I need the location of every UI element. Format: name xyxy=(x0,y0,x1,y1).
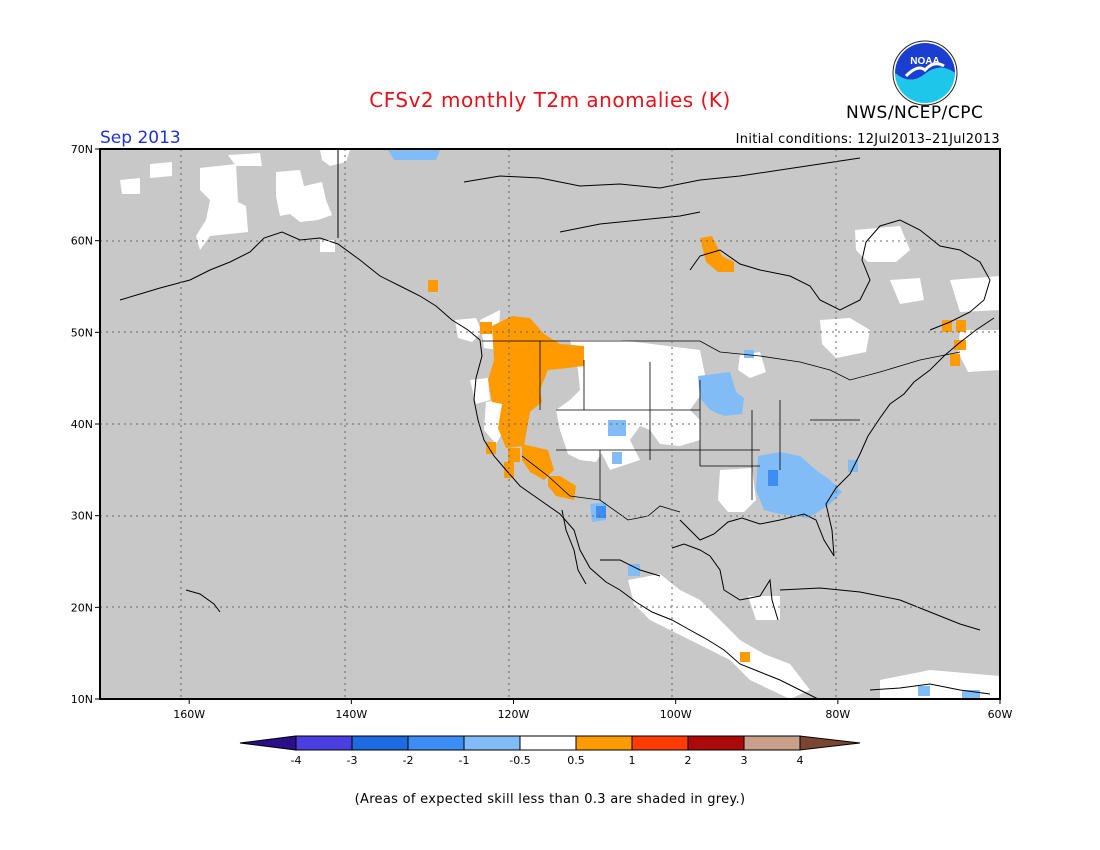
political-borders xyxy=(482,340,961,521)
colorbar-label: -0.5 xyxy=(509,754,530,767)
colorbar-swatch xyxy=(687,735,745,751)
graticule xyxy=(100,149,1000,699)
colorbar-label: 3 xyxy=(741,754,748,767)
colorbar-label: 1 xyxy=(629,754,636,767)
lon-label: 160W xyxy=(173,708,205,721)
lon-label: 60W xyxy=(988,708,1013,721)
colorbar-swatch xyxy=(631,735,689,751)
latitude-axis: 70N 60N 50N 40N 30N 20N 10N xyxy=(71,143,100,706)
lon-label: 120W xyxy=(498,708,530,721)
cool-anomaly-areas-deeper xyxy=(596,470,778,518)
colorbar-arrow-high xyxy=(799,735,861,751)
colorbar-swatch xyxy=(295,735,353,751)
agency-label: NWS/NCEP/CPC xyxy=(846,103,984,123)
colorbar-swatch xyxy=(463,735,521,751)
colorbar-label: -3 xyxy=(347,754,358,767)
colorbar-arrow-low xyxy=(239,735,297,751)
colorbar-swatch xyxy=(351,735,409,751)
lon-label: 80W xyxy=(825,708,850,721)
lat-label: 70N xyxy=(71,143,93,156)
skill-footnote: (Areas of expected skill less than 0.3 a… xyxy=(354,792,746,807)
map-title: CFSv2 monthly T2m anomalies (K) xyxy=(369,88,731,112)
lon-label: 100W xyxy=(660,708,692,721)
colorbar-legend: -4 -3 -2 -1 -0.5 0.5 1 2 3 4 xyxy=(239,735,861,767)
lat-label: 20N xyxy=(71,601,93,614)
colorbar-label: -4 xyxy=(291,754,302,767)
lon-label: 140W xyxy=(335,708,367,721)
lat-label: 40N xyxy=(71,418,93,431)
colorbar-swatch xyxy=(575,735,633,751)
lat-label: 50N xyxy=(71,326,93,339)
lat-label: 60N xyxy=(71,235,93,248)
cool-anomaly-areas xyxy=(388,150,980,699)
colorbar-label: 2 xyxy=(685,754,692,767)
colorbar-label: 0.5 xyxy=(567,754,585,767)
colorbar-swatch xyxy=(519,735,577,751)
forecast-month: Sep 2013 xyxy=(100,128,181,148)
coastlines xyxy=(119,150,995,699)
longitude-axis: 160W 140W 120W 100W 80W 60W xyxy=(173,699,1013,721)
warm-anomaly-areas xyxy=(428,236,966,662)
lat-label: 10N xyxy=(71,693,93,706)
noaa-logo-text: NOAA xyxy=(910,56,939,67)
initial-conditions: Initial conditions: 12Jul2013–21Jul2013 xyxy=(735,132,1000,147)
colorbar-swatch xyxy=(743,735,801,751)
colorbar-swatch xyxy=(407,735,465,751)
colorbar-label: -1 xyxy=(459,754,470,767)
colorbar-label: -2 xyxy=(403,754,414,767)
colorbar-label: 4 xyxy=(797,754,804,767)
noaa-logo-icon: NOAA xyxy=(892,40,958,106)
lat-label: 30N xyxy=(71,510,93,523)
